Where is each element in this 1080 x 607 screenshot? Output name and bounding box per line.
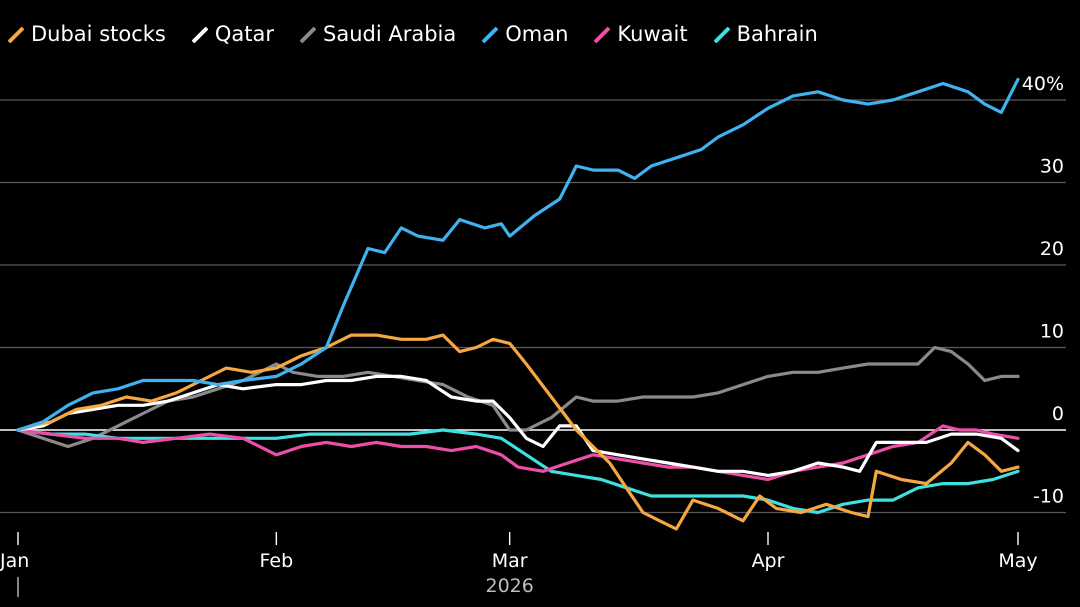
y-tick-label: 10 [1040, 321, 1064, 343]
legend-label: Kuwait [617, 22, 688, 46]
legend-item: Dubai stocks [8, 22, 166, 46]
x-axis: Jan Feb Mar Apr May 2026 [0, 532, 1038, 597]
legend-label: Bahrain [736, 22, 818, 46]
legend-item: Oman [482, 22, 568, 46]
x-tick-label: May [998, 550, 1037, 572]
series-line-oman [16, 77, 1020, 432]
legend-item: Qatar [192, 22, 274, 46]
x-tick-label: Feb [260, 550, 294, 572]
x-tick-label: Apr [752, 550, 785, 572]
y-tick-label: 0 [1052, 403, 1064, 425]
series-line-qatar [16, 374, 1020, 477]
y-tick-label: 40% [1022, 73, 1064, 95]
year-label: 2026 [485, 575, 533, 597]
series-line-saudi-arabia [16, 345, 1020, 449]
legend-label: Saudi Arabia [323, 22, 457, 46]
series-line-kuwait [16, 424, 1020, 482]
series-lines [16, 77, 1020, 531]
chart-legend: Dubai stocks Qatar Saudi Arabia Oman Kuwait B… [8, 18, 818, 50]
legend-label: Dubai stocks [31, 22, 166, 46]
legend-item: Saudi Arabia [300, 22, 456, 46]
x-tick-label: Mar [492, 550, 528, 572]
legend-item: Bahrain [714, 22, 818, 46]
y-tick-label: -10 [1033, 486, 1064, 508]
legend-label: Qatar [214, 22, 274, 46]
y-tick-label: 20 [1040, 238, 1064, 260]
y-tick-label: 30 [1040, 156, 1064, 178]
legend-label: Oman [505, 22, 569, 46]
gridlines [0, 99, 1066, 514]
series-line-bahrain [16, 428, 1020, 515]
y-axis: 40% 30 20 10 0 -10 [1022, 73, 1064, 508]
legend-item: Kuwait [594, 22, 687, 46]
x-tick-label: Jan [0, 550, 29, 572]
